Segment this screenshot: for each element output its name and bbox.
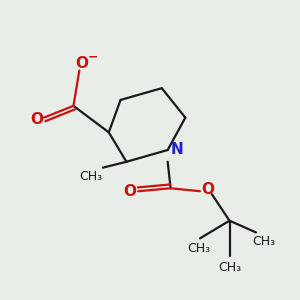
Text: CH₃: CH₃ [252,235,275,248]
Text: CH₃: CH₃ [187,242,210,255]
Text: CH₃: CH₃ [218,261,241,274]
Text: N: N [170,142,183,158]
Text: CH₃: CH₃ [80,170,103,183]
Text: O: O [201,182,214,197]
Text: O: O [30,112,43,127]
Text: −: − [87,51,98,64]
Text: O: O [75,56,88,70]
Text: O: O [123,184,136,199]
